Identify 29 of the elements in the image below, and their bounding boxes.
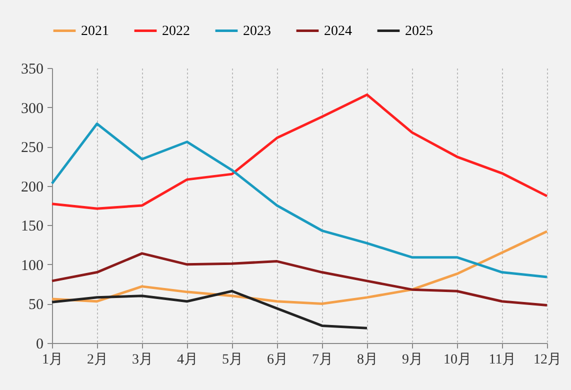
- y-tick-label: 150: [21, 218, 44, 235]
- line-series: [50, 122, 548, 278]
- legend-label: 2022: [162, 24, 190, 39]
- x-tick-label: 2月: [87, 352, 108, 368]
- x-tick-label: 8月: [357, 352, 378, 368]
- y-tick-label: 50: [28, 297, 44, 314]
- legend-label: 2025: [405, 24, 433, 39]
- legend-label: 2024: [324, 24, 352, 39]
- y-tick-label: 0: [36, 336, 44, 352]
- x-tick-label: 5月: [222, 352, 243, 368]
- legend-label: 2021: [81, 24, 109, 39]
- y-tick-label: 100: [21, 258, 44, 274]
- x-tick-label: 3月: [132, 352, 153, 368]
- x-tick-label: 6月: [267, 352, 288, 368]
- y-tick-label: 200: [21, 179, 44, 196]
- legend-label: 2023: [243, 24, 271, 39]
- y-tick-label: 350: [21, 62, 44, 78]
- x-tick-label: 12月: [534, 352, 562, 368]
- x-tick-label: 4月: [177, 352, 198, 368]
- line-series: [50, 252, 548, 307]
- y-tick-label: 250: [21, 140, 44, 156]
- x-tick-label: 11月: [488, 352, 516, 368]
- x-tick-label: 9月: [402, 352, 423, 368]
- line-series: [50, 93, 548, 210]
- x-tick-label: 10月: [444, 352, 472, 368]
- x-tick-label: 1月: [42, 352, 63, 368]
- line-series: [50, 290, 368, 330]
- y-tick-label: 300: [21, 100, 44, 117]
- x-tick-label: 7月: [312, 352, 333, 368]
